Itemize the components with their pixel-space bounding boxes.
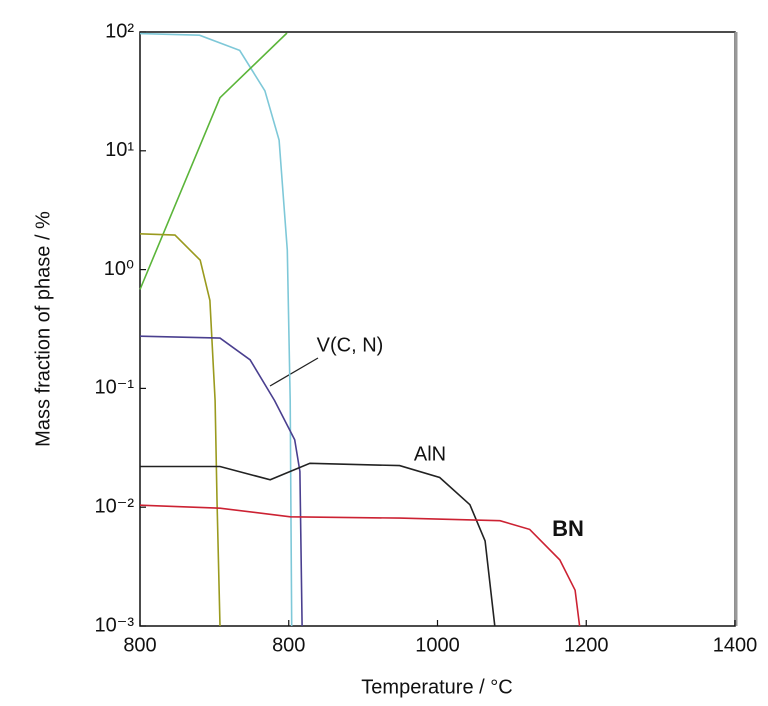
x-axis-label: Temperature / °C <box>361 676 512 698</box>
y-tick-label: 10⁻² <box>95 495 135 517</box>
series-line <box>139 233 221 627</box>
series-line <box>139 32 293 627</box>
annotation: AlN <box>414 443 446 465</box>
y-tick-label: 10⁰ <box>104 258 134 280</box>
y-tick-label: 10⁻³ <box>95 614 135 636</box>
x-tick-label: 1400 <box>713 634 758 656</box>
y-axis-label: Mass fraction of phase / % <box>32 211 54 447</box>
series-line <box>140 462 496 627</box>
y-tick-label: 10² <box>105 20 134 42</box>
annotation-pointer <box>269 357 319 387</box>
series-line <box>139 504 581 627</box>
x-tick-label: 1200 <box>564 634 609 656</box>
x-tick-label: 800 <box>272 634 305 656</box>
x-tick-label: 800 <box>123 634 156 656</box>
y-tick-label: 10¹ <box>105 139 134 161</box>
plot-frame <box>139 31 736 627</box>
y-tick-label: 10⁻¹ <box>95 377 135 399</box>
annotation: V(C, N) <box>317 334 384 356</box>
series-line <box>139 335 303 627</box>
annotation: BN <box>552 516 584 541</box>
x-tick-label: 1000 <box>415 634 460 656</box>
series-line <box>139 32 288 290</box>
